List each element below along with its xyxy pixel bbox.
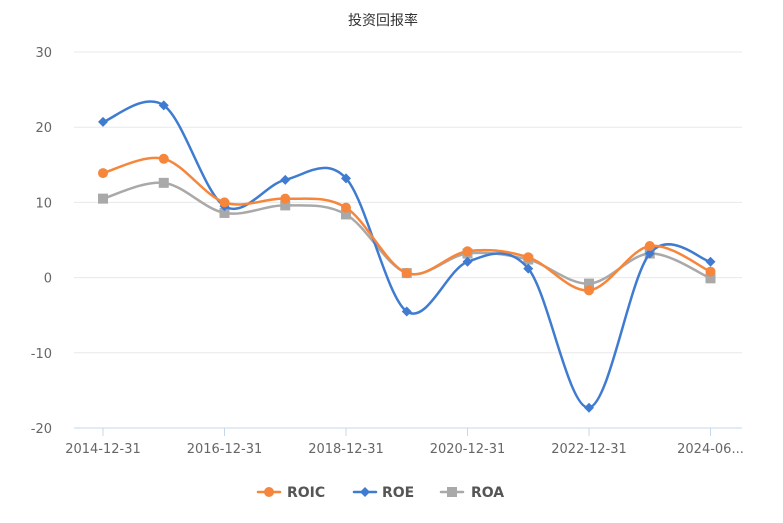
y-tick-label: 30 [35,46,52,61]
legend-marker [264,487,274,497]
y-tick-label: 0 [44,272,52,287]
legend-label-roic: ROIC [287,485,325,501]
x-tick-label: 2014-12-31 [65,442,141,457]
roa-point [584,278,594,289]
roic-point [341,202,351,213]
legend: ROIC ROE ROA [256,485,504,501]
legend-label-roe: ROE [382,485,414,501]
roic-point [158,153,169,164]
roic-point [584,285,594,296]
legend-label-roa: ROA [471,485,504,501]
roa-point [705,273,716,284]
roe-point [523,263,534,274]
roe-point [98,116,108,127]
roe-point [705,256,716,267]
roic-point [219,197,230,208]
axis-layer: 30 20 10 0 -10 -20 2014-12-31 2016-12-31 2018-12… [31,46,744,457]
x-tick-label: 2024-06... [677,442,744,457]
roa-point [219,207,230,218]
y-tick-label: -10 [31,347,52,362]
series-layer [98,100,716,413]
roe-point [158,100,169,111]
roe-point [280,174,291,185]
roic-point [98,168,108,179]
chart-title: 投资回报率 [348,12,418,29]
x-tick-label: 2016-12-31 [187,442,263,457]
roe-point [401,306,412,317]
roa-point [341,209,351,220]
roic-point [462,246,473,257]
roic-point [644,241,655,252]
x-tick-label: 2022-12-31 [551,442,627,457]
y-tick-label: 10 [35,196,52,211]
x-tick-label: 2018-12-31 [308,442,384,457]
x-tick-label: 2020-12-31 [430,442,506,457]
legend-marker [447,487,457,497]
roic-point [280,193,291,204]
roe-line [101,100,712,409]
roic-point [401,268,412,279]
roe-point [341,173,351,184]
roa-point [280,200,291,211]
roe-point [644,248,655,259]
legend-marker [360,487,370,497]
roic-point [523,252,534,263]
roa-point [158,177,169,188]
roa-point [98,193,108,204]
y-tick-label: -20 [31,422,52,437]
roe-point [462,256,473,267]
roic-point [705,266,716,277]
grid-layer [74,51,742,429]
y-tick-label: 20 [35,121,52,136]
roe-point [584,402,594,413]
